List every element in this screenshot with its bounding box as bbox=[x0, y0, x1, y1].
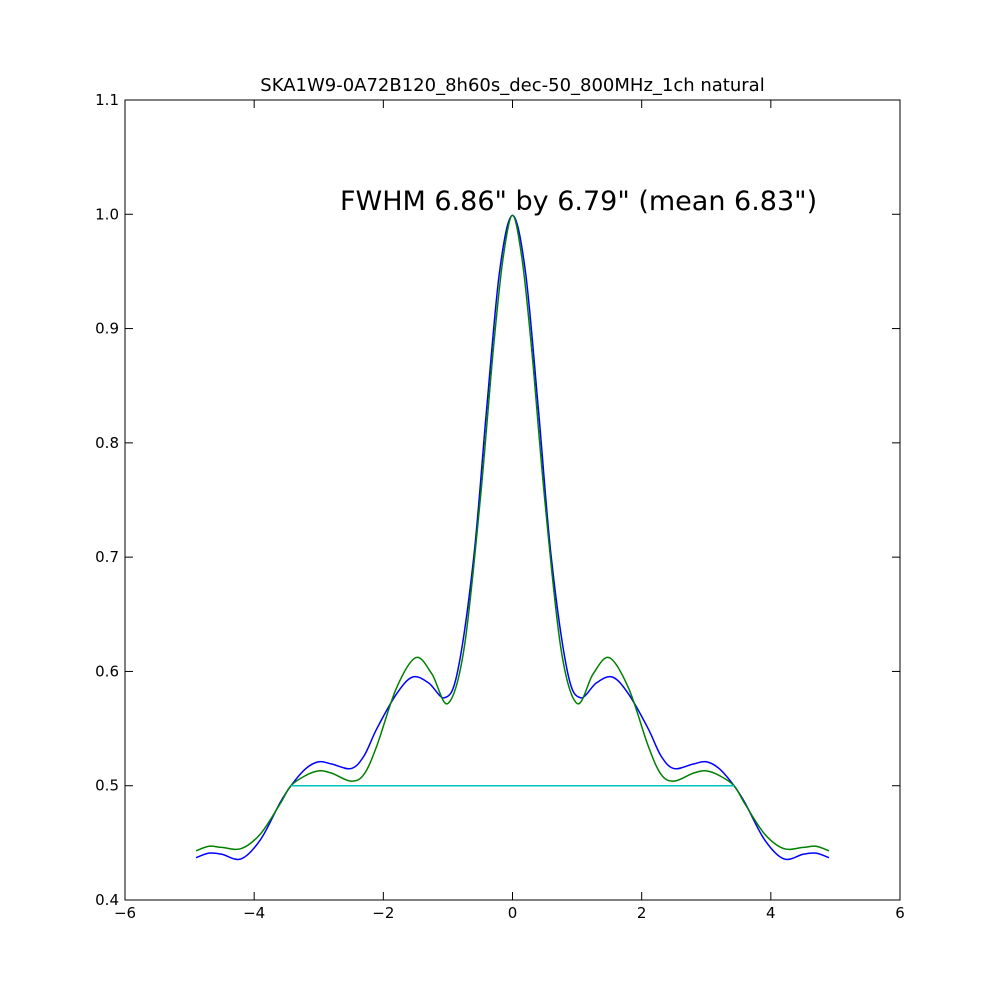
x-tick-label: −4 bbox=[243, 904, 265, 922]
x-tick-label: 4 bbox=[766, 904, 776, 922]
chart-title: SKA1W9-0A72B120_8h60s_dec-50_800MHz_1ch … bbox=[260, 75, 765, 96]
y-tick-label: 0.9 bbox=[95, 320, 119, 338]
series-line-2 bbox=[195, 214, 830, 852]
y-tick-label: 0.6 bbox=[95, 662, 119, 680]
x-tick-label: 6 bbox=[895, 904, 905, 922]
series-line-1 bbox=[195, 214, 830, 861]
x-tick-label: 0 bbox=[508, 904, 518, 922]
fwhm-annotation: FWHM 6.86" by 6.79" (mean 6.83") bbox=[340, 186, 818, 217]
y-tick-label: 0.7 bbox=[95, 548, 119, 566]
y-tick-label: 0.5 bbox=[95, 777, 119, 795]
y-tick-label: 0.8 bbox=[95, 434, 119, 452]
axes-frame bbox=[124, 99, 901, 901]
y-tick-label: 1.0 bbox=[95, 205, 119, 223]
y-tick-label: 0.4 bbox=[95, 891, 119, 909]
y-tick-label: 1.1 bbox=[95, 91, 119, 109]
x-tick-label: 2 bbox=[637, 904, 647, 922]
x-tick-label: −2 bbox=[372, 904, 394, 922]
x-tick-label: −6 bbox=[114, 904, 136, 922]
